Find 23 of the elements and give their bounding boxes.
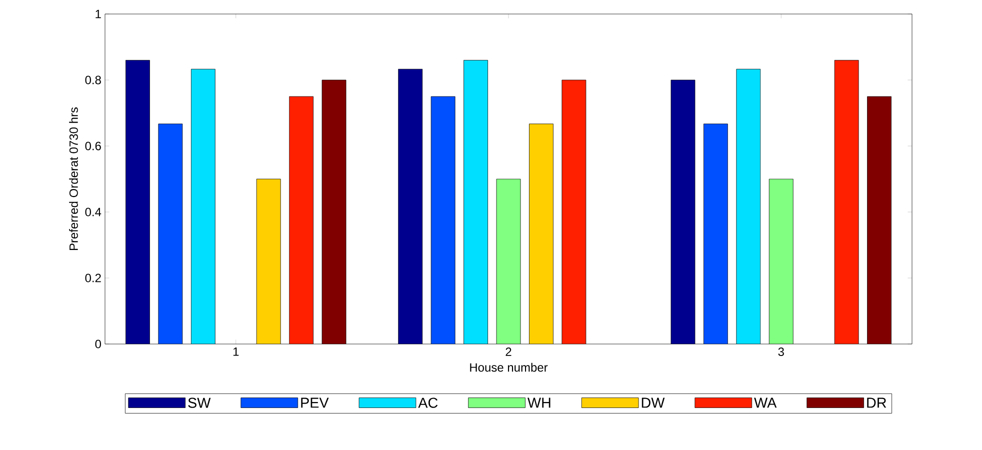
x-tick-label: 1: [233, 348, 239, 356]
legend-label: WH: [528, 398, 550, 408]
legend-label: DW: [642, 398, 665, 408]
bar: [158, 124, 183, 344]
y-tick-label: 0.2: [85, 274, 101, 282]
y-tick-label: 0.4: [85, 208, 102, 216]
legend-label: SW: [188, 398, 211, 408]
x-tick-label: 3: [778, 348, 784, 356]
y-tick-label: 0.6: [85, 142, 101, 150]
bar: [704, 124, 728, 344]
bar: [867, 96, 892, 344]
y-tick-label: 1: [96, 10, 101, 18]
x-axis-title: House number: [470, 362, 548, 372]
y-axis-title: Preferred Orderat 0730 hrs: [69, 107, 78, 250]
legend-label: PEV: [301, 398, 329, 408]
legend-label: DR: [867, 398, 886, 408]
legend-label: WA: [754, 398, 777, 408]
bar: [322, 80, 346, 344]
legend-label: AC: [418, 398, 438, 408]
x-tick-label: 2: [506, 348, 512, 356]
y-tick-label: 0.8: [85, 76, 101, 84]
bar: [430, 96, 456, 344]
y-tick-label: 0: [95, 340, 102, 348]
